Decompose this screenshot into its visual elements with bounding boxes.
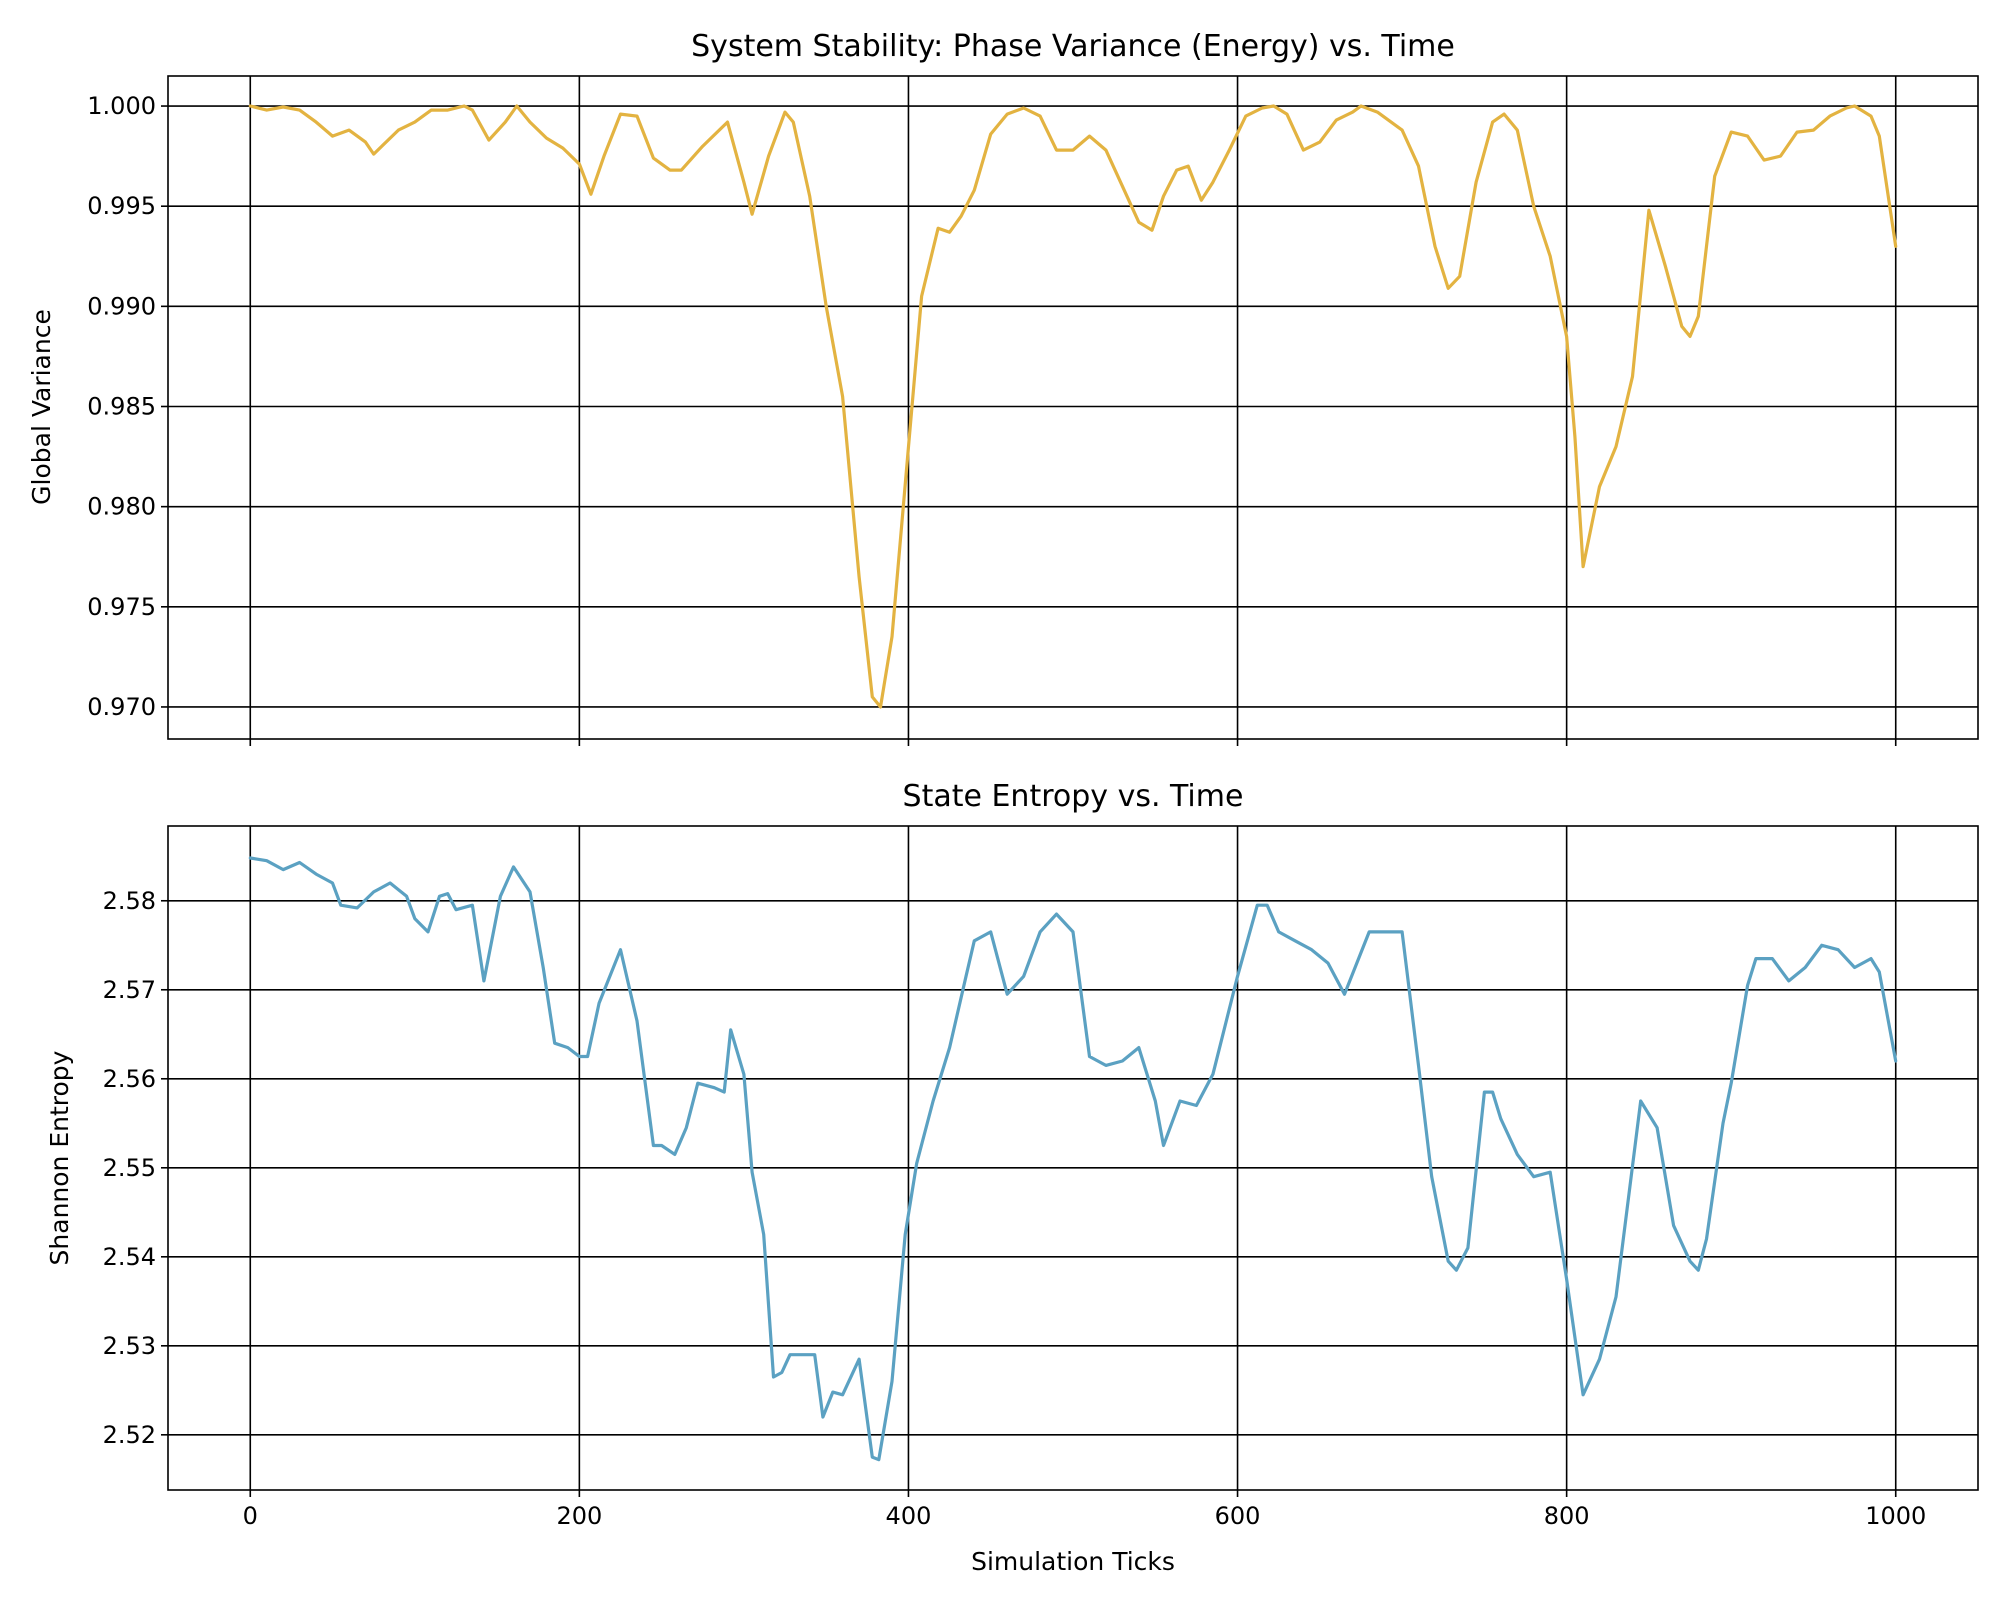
variance-ticks: 0.970 0.975 0.980 0.985 0.990 0.995 1.000 <box>87 92 1897 746</box>
y-tick-label: 1.000 <box>87 92 156 120</box>
y-tick-label: 2.54 <box>103 1243 156 1271</box>
x-tick-label: 800 <box>1544 1502 1590 1530</box>
y-tick-label: 0.980 <box>87 493 156 521</box>
entropy-y-axis-label: Shannon Entropy <box>45 1050 74 1265</box>
y-tick-label: 2.53 <box>103 1332 156 1360</box>
y-tick-label: 0.990 <box>87 292 156 320</box>
variance-series <box>248 104 1898 709</box>
entropy-chart-title: State Entropy vs. Time <box>903 779 1244 814</box>
x-tick-label: 600 <box>1215 1502 1261 1530</box>
x-tick-label: 400 <box>886 1502 932 1530</box>
x-tick-label: 1000 <box>1865 1502 1926 1530</box>
y-tick-label: 2.52 <box>103 1421 156 1449</box>
series-line <box>248 104 1898 709</box>
x-axis-label: Simulation Ticks <box>971 1547 1175 1576</box>
variance-y-axis-label: Global Variance <box>27 309 56 505</box>
variance-grid <box>168 76 1978 739</box>
y-tick-label: 2.58 <box>103 887 156 915</box>
series-line <box>248 856 1898 1462</box>
entropy-plot-frame <box>167 825 1979 1491</box>
y-tick-label: 0.995 <box>87 192 156 220</box>
entropy-series <box>248 856 1898 1462</box>
variance-plot-frame <box>167 75 1979 740</box>
entropy-chart: State Entropy vs. Time 0 200 400 600 800 1000… <box>45 779 1979 1576</box>
y-tick-label: 2.57 <box>103 976 156 1004</box>
y-tick-label: 0.970 <box>87 693 156 721</box>
y-tick-label: 2.56 <box>103 1065 156 1093</box>
variance-chart-title: System Stability: Phase Variance (Energy… <box>691 29 1455 64</box>
y-tick-label: 0.985 <box>87 392 156 420</box>
y-tick-label: 2.55 <box>103 1154 156 1182</box>
entropy-ticks: 0 200 400 600 800 1000 2.52 2.53 2.54 2.55 2.56 2.5… <box>103 887 1927 1530</box>
x-tick-label: 200 <box>556 1502 602 1530</box>
variance-chart: System Stability: Phase Variance (Energy… <box>27 29 1979 746</box>
x-tick-label: 0 <box>243 1502 258 1530</box>
entropy-grid <box>168 826 1978 1490</box>
y-tick-label: 0.975 <box>87 593 156 621</box>
